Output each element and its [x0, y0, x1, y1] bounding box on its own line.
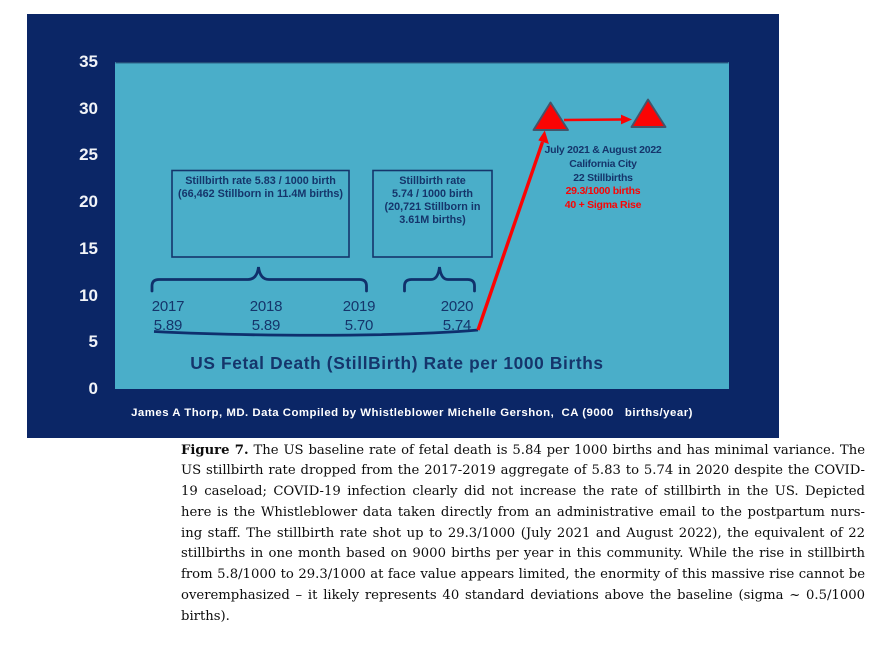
caption-line-2: US stillbirth rate dropped from the 2017…: [181, 463, 865, 479]
stat-box-2-text: Stillbirth rate 5.74 / 1000 birth (20,72…: [373, 175, 492, 227]
chart-title: US Fetal Death (StillBirth) Rate per 100…: [190, 353, 604, 373]
spike-annotation-sigma: 40 + Sigma Rise: [564, 199, 642, 212]
baseline-series-line: [153, 328, 479, 337]
spike-marker-triangle-1: [532, 101, 569, 131]
spike-annotation-count: 22 Stillbirths: [573, 171, 633, 184]
caption-line-6: stillbirths in one month based on 9000 b…: [181, 546, 865, 562]
x-label-2017: 2017: [151, 298, 185, 315]
spike-annotation-place: California City: [569, 157, 637, 170]
horizontal-arrow-line: [563, 118, 622, 122]
stat-box-2-line-4: 3.61M births): [399, 214, 466, 226]
figure-chart: 35 30 25 20 15 10 5 0: [27, 14, 779, 438]
y-axis-label-20: 20: [79, 192, 98, 211]
spike-marker-triangle-2: [630, 98, 667, 128]
y-axis-label-35: 35: [79, 52, 98, 71]
spike-arrow-line: [476, 141, 545, 331]
x-label-2020: 2020: [440, 298, 474, 315]
spike-annotation-dates: July 2021 & August 2022: [544, 144, 662, 156]
spike-annotation: July 2021 & August 2022 California City …: [472, 144, 734, 213]
value-label-2019: 5.70: [344, 316, 374, 334]
stat-box-2-line-3: (20,721 Stillborn in: [384, 201, 481, 213]
chart-credit: James A Thorp, MD. Data Compiled by Whis…: [131, 407, 693, 419]
stat-box-1-line-1: Stillbirth rate 5.83 / 1000 birth: [185, 175, 336, 187]
value-label-2020: 5.74: [442, 316, 472, 334]
caption-line-8: overemphasized – it likely represents 40…: [181, 588, 865, 604]
y-axis-label-0: 0: [88, 379, 98, 398]
value-label-2017: 5.89: [153, 316, 183, 334]
brace-2020: [403, 266, 476, 293]
stat-box-1-text: Stillbirth rate 5.83 / 1000 birth (66,46…: [172, 175, 349, 201]
horizontal-arrow-head: [621, 114, 632, 125]
y-axis-label-30: 30: [79, 99, 98, 118]
x-label-2019: 2019: [342, 298, 376, 315]
y-axis-label-25: 25: [79, 145, 98, 164]
y-axis-label-10: 10: [79, 286, 98, 305]
figure-label: Figure 7.: [181, 442, 249, 458]
caption-line-5: ing staff. The stillbirth rate shot up t…: [181, 525, 865, 541]
brace-2017-2019: [150, 266, 368, 293]
stat-box-2-outline: [372, 169, 493, 258]
caption-line-7: from 5.8/1000 to 29.3/1000 at face value…: [181, 567, 865, 583]
spike-annotation-rate: 29.3/1000 births: [565, 185, 641, 198]
y-axis-label-5: 5: [88, 332, 98, 351]
caption-line-1: Figure 7. The US baseline rate of fetal …: [181, 441, 865, 462]
caption-line-9: births).: [181, 608, 230, 624]
x-label-2018: 2018: [249, 298, 283, 315]
figure-caption: Figure 7. The US baseline rate of fetal …: [181, 441, 865, 628]
value-label-2018: 5.89: [251, 316, 281, 334]
stat-box-2-line-2: 5.74 / 1000 birth: [391, 188, 474, 200]
stat-box-2-line-1: Stillbirth rate: [399, 175, 466, 187]
caption-line-3: 19 caseload; COVID-19 infection clearly …: [181, 484, 865, 500]
caption-line-1-text: The US baseline rate of fetal death is 5…: [253, 442, 865, 458]
y-axis-label-15: 15: [79, 239, 98, 258]
stat-box-1-outline: [171, 169, 350, 258]
stat-box-1-line-2: (66,462 Stillborn in 11.4M births): [178, 188, 343, 200]
caption-line-4: here is the Whistleblower data taken dir…: [181, 504, 865, 520]
spike-arrow-head: [538, 130, 549, 144]
